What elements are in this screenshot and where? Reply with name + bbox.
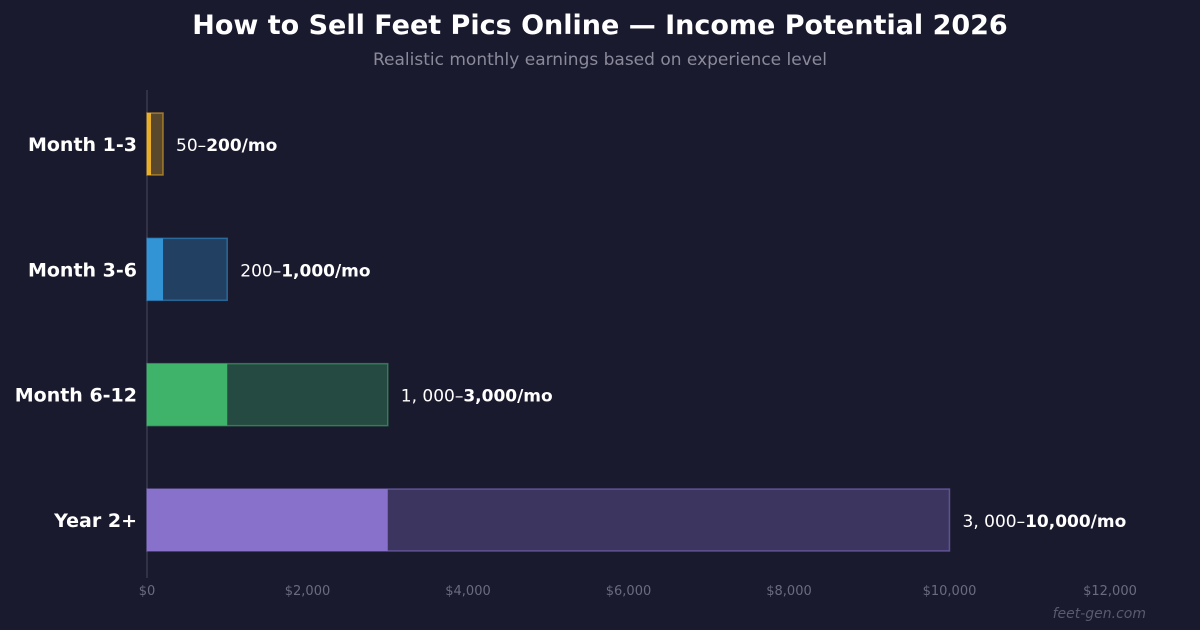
range-low-text: 200– (240, 261, 281, 281)
range-value-label: 200–1,000/mo (240, 261, 370, 281)
range-high-text: 1,000/mo (281, 261, 370, 281)
range-low-text: 3, 000– (963, 512, 1026, 532)
category-label: Month 3-6 (28, 259, 137, 281)
range-value-label: 3, 000–10,000/mo (963, 512, 1127, 532)
range-high-text: 200/mo (206, 136, 277, 156)
range-value-label: 1, 000–3,000/mo (401, 387, 553, 407)
range-high-text: 3,000/mo (463, 387, 552, 407)
chart-title: How to Sell Feet Pics Online — Income Po… (192, 10, 1007, 41)
x-tick-label: $0 (139, 584, 156, 599)
range-bar-low (147, 363, 228, 426)
x-tick-label: $2,000 (285, 584, 331, 599)
x-tick-label: $6,000 (606, 584, 652, 599)
x-tick-label: $12,000 (1083, 584, 1137, 599)
chart-subtitle: Realistic monthly earnings based on expe… (373, 50, 827, 70)
x-tick-label: $8,000 (766, 584, 812, 599)
range-low-text: 50– (176, 136, 206, 156)
watermark: feet-gen.com (1053, 606, 1146, 622)
range-high-text: 10,000/mo (1025, 512, 1126, 532)
range-bar-low (147, 238, 164, 301)
plot-area: $0 $2,000 $4,000 $6,000 $8,000 $10,000 $12,000… (15, 90, 1137, 599)
category-label: Month 1-3 (28, 134, 137, 156)
category-label: Year 2+ (53, 510, 137, 532)
range-value-label: 50–200/mo (176, 136, 277, 156)
x-tick-label: $10,000 (923, 584, 977, 599)
category-label: Month 6-12 (15, 385, 137, 407)
x-tick-label: $4,000 (445, 584, 491, 599)
range-bar-low (147, 488, 388, 551)
range-low-text: 1, 000– (401, 387, 464, 407)
range-bar-low (147, 113, 152, 175)
